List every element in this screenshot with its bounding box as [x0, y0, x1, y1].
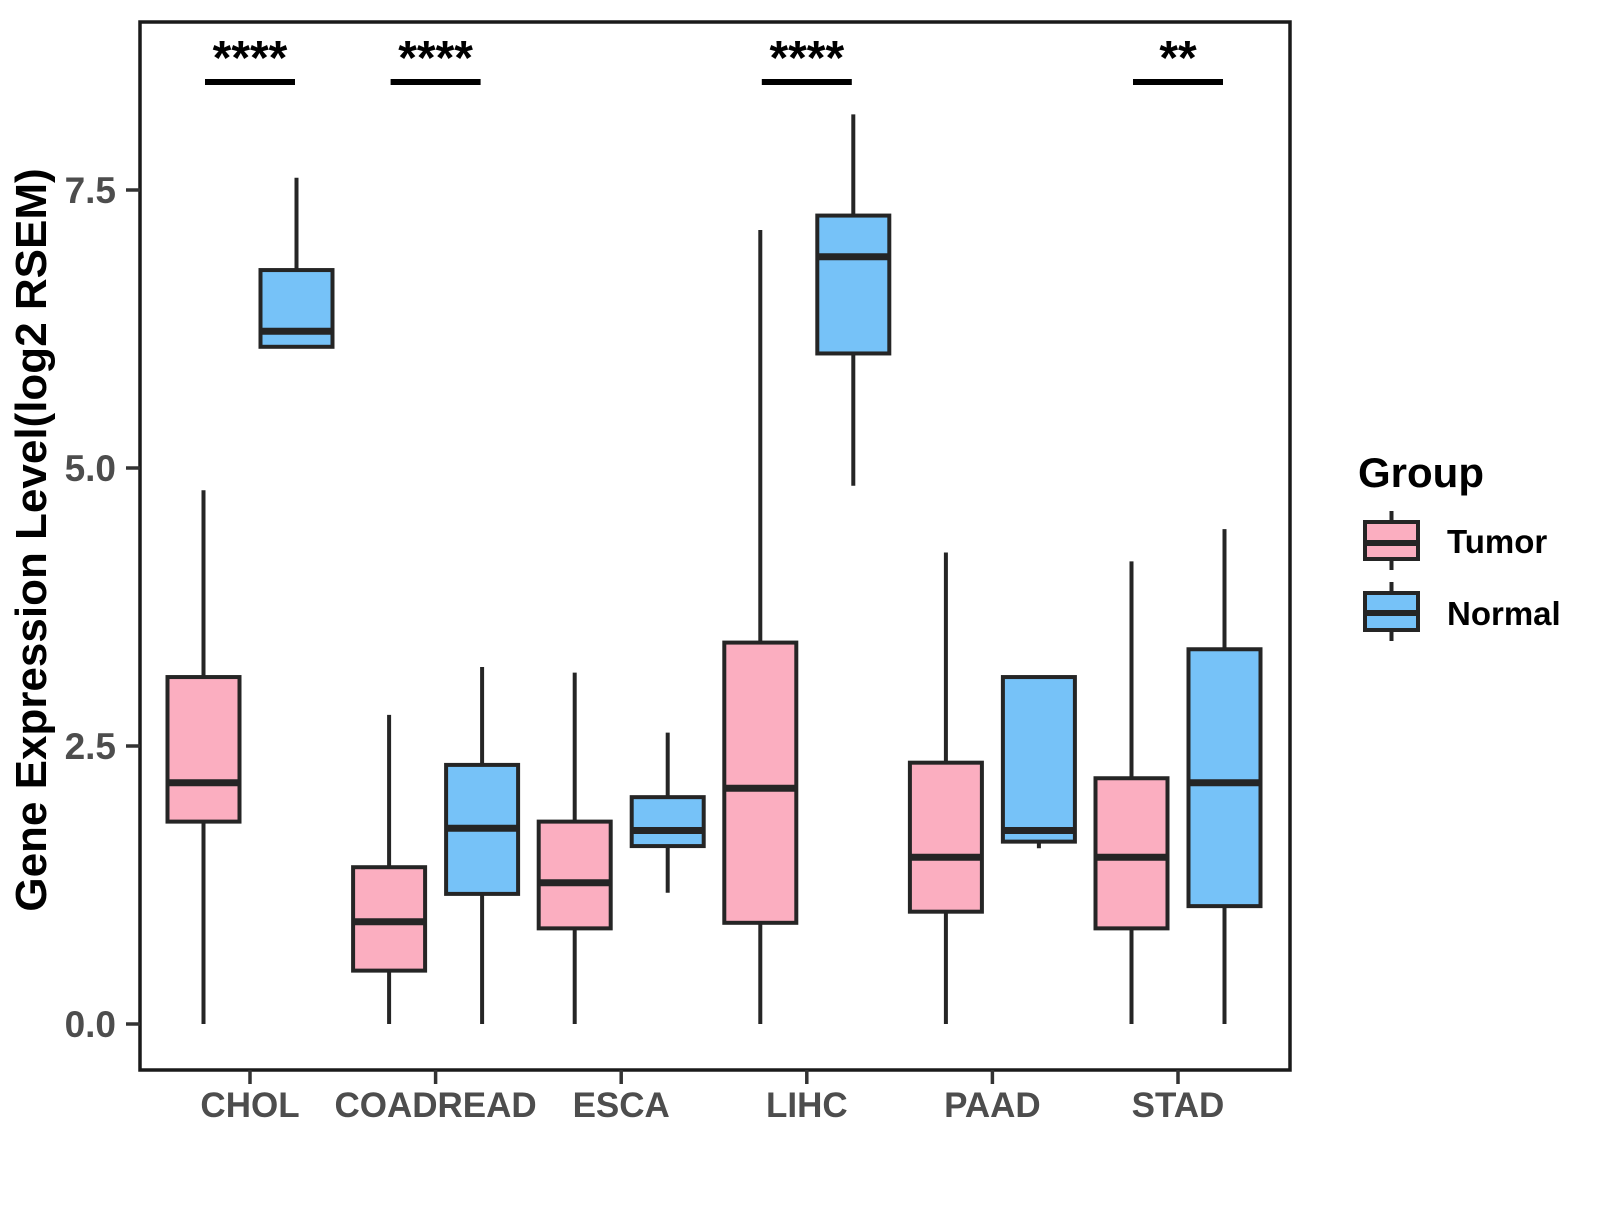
iqr-box [629, 795, 706, 849]
axes-layer: 0.0 2.5 5.0 7.5 CHOL COADREAD ESCA LIHC PAAD STAD [65, 170, 1225, 1125]
x-axis-label-STAD: STAD [1132, 1086, 1225, 1125]
iqr-box [536, 819, 613, 931]
box-STAD-Normal [1186, 529, 1263, 1024]
x-axis-label-ESCA: ESCA [573, 1086, 670, 1125]
y-tick-label-2.5: 2.5 [65, 726, 116, 767]
significance-STAD: ** [1133, 32, 1223, 85]
box-ESCA-Tumor [536, 672, 613, 1024]
legend: Group Tumor Normal [1358, 449, 1561, 641]
iqr-box [1186, 647, 1263, 909]
box-PAAD-Tumor [907, 552, 984, 1024]
significance-bar [390, 79, 481, 85]
x-axis-label-CHOL: CHOL [200, 1086, 299, 1125]
box-CHOL-Tumor [165, 490, 242, 1024]
iqr-box [1093, 776, 1170, 931]
box-ESCA-Normal [629, 732, 706, 893]
boxes-layer [165, 114, 1263, 1024]
significance-bar [1133, 79, 1223, 85]
significance-stars: **** [769, 32, 844, 85]
legend-item-tumor: Tumor [1363, 511, 1547, 570]
significance-CHOL: **** [205, 32, 295, 85]
legend-label-normal: Normal [1447, 595, 1561, 632]
significance-bar [205, 79, 295, 85]
y-tick-label-7.5: 7.5 [65, 170, 116, 211]
x-axis-label-COADREAD: COADREAD [334, 1086, 536, 1125]
significance-LIHC: **** [761, 32, 852, 85]
box-PAAD-Normal [1000, 675, 1077, 849]
y-axis-title: Gene Expression Level(log2 RSEM) [7, 168, 56, 911]
significance-COADREAD: **** [390, 32, 481, 85]
x-axis-label-LIHC: LIHC [766, 1086, 848, 1125]
legend-key-normal-boxplot-icon [1363, 582, 1420, 641]
iqr-box [907, 760, 984, 914]
box-COADREAD-Tumor [351, 714, 428, 1024]
iqr-box [258, 268, 335, 349]
legend-item-normal: Normal [1363, 582, 1561, 641]
significance-bar [761, 79, 852, 85]
box-COADREAD-Normal [444, 667, 521, 1024]
legend-label-tumor: Tumor [1447, 523, 1547, 560]
box-LIHC-Tumor [722, 230, 799, 1024]
y-tick-label-5.0: 5.0 [65, 448, 116, 489]
significance-stars: **** [398, 32, 473, 85]
box-CHOL-Normal [258, 177, 335, 349]
iqr-box [815, 213, 892, 356]
x-axis-label-PAAD: PAAD [944, 1086, 1041, 1125]
y-tick-label-0.0: 0.0 [65, 1004, 116, 1045]
significance-layer: **** **** **** ** [205, 32, 1223, 85]
box-LIHC-Normal [815, 114, 892, 486]
iqr-box [722, 640, 799, 925]
significance-stars: ** [1159, 32, 1197, 85]
legend-title: Group [1358, 449, 1484, 496]
iqr-box [1000, 675, 1077, 844]
legend-key-tumor-boxplot-icon [1363, 511, 1420, 570]
iqr-box [165, 675, 242, 824]
box-STAD-Tumor [1093, 561, 1170, 1024]
significance-stars: **** [213, 32, 288, 85]
